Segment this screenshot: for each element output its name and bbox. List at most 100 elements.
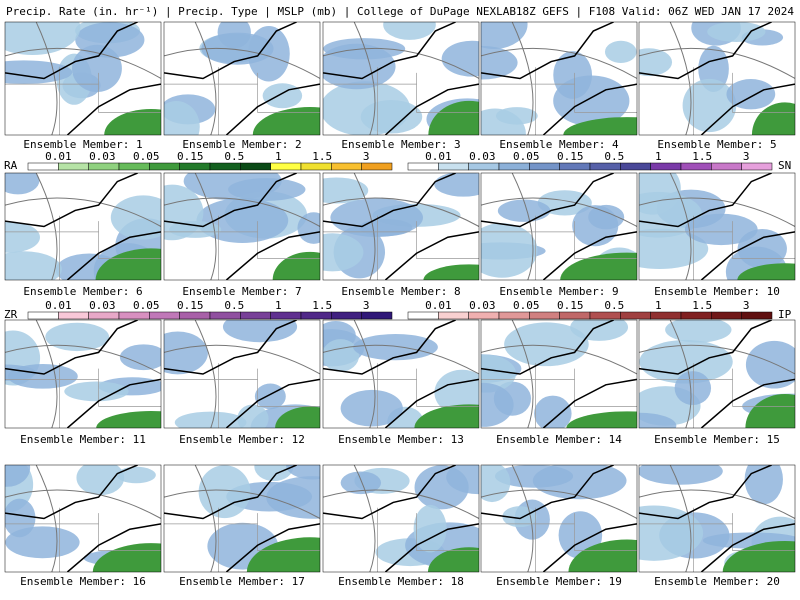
rain-area xyxy=(560,252,637,280)
precip-area xyxy=(481,45,518,80)
legend-swatch xyxy=(650,162,682,171)
legend-swatch xyxy=(407,311,439,320)
legend-swatch xyxy=(27,311,59,320)
header-left: Precip. Rate (in. hr⁻¹) | Precip. Type |… xyxy=(6,5,516,18)
state-lines xyxy=(639,67,795,135)
precip-area xyxy=(359,219,413,237)
legend-swatch xyxy=(620,311,651,320)
rain-area xyxy=(252,107,320,135)
legend-swatch xyxy=(741,162,773,171)
rain-area xyxy=(427,547,479,572)
rain-area xyxy=(414,404,479,428)
precip-area xyxy=(707,22,766,42)
panel-border xyxy=(322,464,480,573)
state-lines xyxy=(481,67,637,135)
panel-label: Ensemble Member: 9 xyxy=(499,285,618,298)
precip-area xyxy=(76,465,125,496)
map-panel xyxy=(323,465,479,572)
legend-name: RA xyxy=(4,159,18,172)
legend-swatch xyxy=(589,311,621,320)
coastline xyxy=(5,465,161,572)
precip-area xyxy=(5,22,81,56)
panel-label: Ensemble Member: 8 xyxy=(341,285,460,298)
panel-label: Ensemble Member: 1 xyxy=(23,138,142,151)
rain-area xyxy=(751,102,795,135)
coastline xyxy=(323,465,479,572)
legend-swatch xyxy=(118,311,150,320)
legend-swatch xyxy=(529,311,560,320)
isobar xyxy=(323,47,479,79)
coastline xyxy=(164,173,320,280)
legend-swatch xyxy=(438,311,469,320)
legend-swatch xyxy=(270,162,302,171)
panel-border xyxy=(480,21,638,136)
legend-tick: 3 xyxy=(743,150,750,163)
legend-swatch xyxy=(741,311,773,320)
panel-label: Ensemble Member: 13 xyxy=(338,433,464,446)
panel-label: Ensemble Member: 16 xyxy=(20,575,146,588)
isobar xyxy=(481,344,637,375)
map-panel xyxy=(323,173,479,280)
rain-area xyxy=(96,411,161,428)
isobar xyxy=(164,197,320,227)
precip-area xyxy=(639,465,723,485)
isobar xyxy=(639,197,795,227)
precip-area xyxy=(254,465,294,482)
panel-border xyxy=(638,319,796,429)
precip-area xyxy=(228,178,306,201)
panel-label: Ensemble Member: 3 xyxy=(341,138,460,151)
coastline xyxy=(164,465,320,572)
precip-area xyxy=(323,177,369,204)
precip-area xyxy=(682,78,737,133)
panel-label: Ensemble Member: 12 xyxy=(179,433,305,446)
precip-area xyxy=(5,60,73,84)
rain-area xyxy=(423,264,479,280)
panel-label: Ensemble Member: 14 xyxy=(496,433,622,446)
panel-border xyxy=(4,172,162,281)
legend-swatch xyxy=(179,162,211,171)
panel-border xyxy=(322,319,480,429)
rain-area xyxy=(745,394,795,428)
precip-area xyxy=(323,81,411,135)
panel-border xyxy=(163,172,321,281)
state-lines xyxy=(5,363,161,428)
legend-swatch xyxy=(680,311,712,320)
precip-area xyxy=(604,40,637,63)
legend-tick: 0.03 xyxy=(469,299,496,312)
panel-border xyxy=(4,21,162,136)
legend-swatch xyxy=(331,162,362,171)
panel-label: Ensemble Member: 11 xyxy=(20,433,146,446)
legend-swatch xyxy=(498,162,530,171)
state-lines xyxy=(481,215,637,280)
legend-swatch xyxy=(407,162,439,171)
precip-area xyxy=(5,465,31,487)
rain-area xyxy=(275,406,320,428)
precip-area xyxy=(340,471,382,495)
legend-swatch xyxy=(589,162,621,171)
precip-area xyxy=(5,364,37,381)
state-lines xyxy=(481,363,637,428)
panel-label: Ensemble Member: 19 xyxy=(496,575,622,588)
legend-swatch xyxy=(468,311,500,320)
legend-tick: 0.05 xyxy=(133,150,160,163)
precip-area xyxy=(198,465,251,519)
coastline xyxy=(481,22,637,135)
legend-tick: 0.15 xyxy=(557,299,584,312)
legend-tick: 0.5 xyxy=(224,299,244,312)
panel-border xyxy=(4,319,162,429)
map-panel xyxy=(164,173,320,280)
legend-tick: 1 xyxy=(655,299,662,312)
rain-area xyxy=(246,537,320,572)
precip-area xyxy=(497,199,551,222)
precip-area xyxy=(639,48,673,77)
precip-area xyxy=(639,173,681,215)
legend-swatch xyxy=(270,311,302,320)
legend-swatch xyxy=(468,162,500,171)
panel-label: Ensemble Member: 2 xyxy=(182,138,301,151)
legend-tick: 3 xyxy=(363,150,370,163)
precip-area xyxy=(353,334,438,361)
isobar xyxy=(481,197,637,227)
legend-tick: 0.01 xyxy=(45,299,72,312)
isobar xyxy=(164,47,320,79)
